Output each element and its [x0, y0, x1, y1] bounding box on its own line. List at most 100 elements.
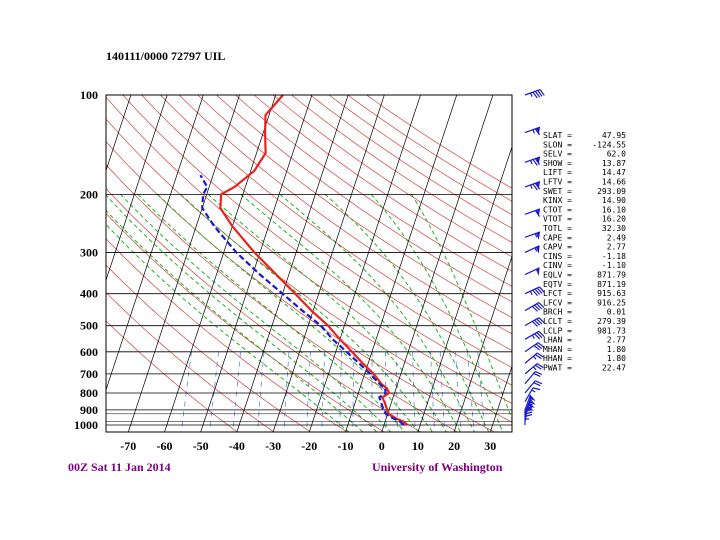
moist-adiabat: [324, 193, 490, 432]
isotherm: [0, 95, 95, 432]
isotherms: [0, 95, 512, 432]
index-value: 871.79: [597, 271, 626, 280]
isotherm: [272, 95, 385, 432]
dry-adiabat: [272, 95, 512, 258]
pressure-label-100: 100: [80, 88, 98, 102]
index-value: -1.18: [602, 252, 626, 261]
wind-barb: [524, 363, 544, 375]
dry-adiabat: [106, 212, 385, 432]
wind-barb: [524, 342, 545, 353]
dry-adiabat: [106, 238, 348, 432]
pressure-label-200: 200: [80, 187, 98, 201]
index-label: TOTL =: [543, 224, 572, 233]
wind-barb: [524, 406, 533, 426]
dry-adiabat: [197, 95, 512, 319]
temp-label: -30: [265, 439, 281, 453]
index-value: 915.63: [597, 289, 626, 298]
index-label: CAPV =: [543, 243, 572, 252]
isotherm: [106, 95, 132, 172]
dry-adiabat: [235, 95, 512, 287]
isotherm: [236, 95, 349, 432]
isotherm: [106, 95, 204, 391]
isotherm: [345, 95, 458, 432]
mixing-ratio-line: [257, 351, 265, 432]
temp-label: -20: [301, 439, 317, 453]
index-value: 1.80: [607, 345, 626, 354]
index-value: 2.49: [607, 233, 626, 242]
temp-label: 0: [379, 439, 385, 453]
pressure-label-800: 800: [80, 386, 98, 400]
dry-adiabat: [106, 264, 311, 432]
dry-adiabat: [106, 164, 458, 432]
dry-adiabat: [141, 95, 512, 368]
index-label: LFCT =: [543, 289, 572, 298]
mixing-ratio-line: [477, 351, 486, 432]
index-value: 16.10: [602, 205, 626, 214]
moist-adiabat: [240, 193, 462, 432]
wind-barb: [524, 208, 541, 217]
pressure-label-300: 300: [80, 245, 98, 259]
index-label: CAPE =: [543, 233, 572, 242]
moist-adiabat: [180, 193, 434, 432]
index-label: VTOT =: [543, 215, 572, 224]
index-value: 279.39: [597, 317, 626, 326]
pressure-label-600: 600: [80, 345, 98, 359]
wind-barbs: [524, 88, 545, 426]
index-label: CINS =: [543, 252, 572, 261]
dry-adiabat: [122, 95, 512, 386]
index-label: SLON =: [543, 140, 572, 149]
wind-barb: [524, 180, 541, 191]
chart-title: 140111/0000 72797 UIL: [106, 49, 225, 63]
index-value: 14.66: [602, 178, 626, 187]
moist-adiabat: [370, 193, 504, 432]
plot-frame: [105, 94, 513, 433]
index-label: KINX =: [543, 196, 572, 205]
index-label: MHAN =: [543, 345, 572, 354]
mixing-ratio-line: [412, 351, 416, 432]
index-label: LCLT =: [543, 317, 572, 326]
isotherm: [308, 95, 421, 432]
wind-barb: [524, 286, 545, 296]
index-value: 14.90: [602, 196, 626, 205]
index-value: -1.10: [602, 261, 626, 270]
temp-label: -60: [156, 439, 172, 453]
moist-adiabat: [120, 193, 392, 432]
temp-label: 30: [484, 439, 496, 453]
mixing-ratio-line: [232, 351, 241, 432]
index-value: 47.95: [602, 131, 626, 140]
index-value: 293.09: [597, 187, 626, 196]
index-value: 22.47: [602, 364, 626, 373]
moist-adiabat: [137, 193, 406, 432]
isotherm: [381, 95, 494, 432]
moist-adiabat: [106, 194, 378, 432]
wind-barb: [524, 380, 543, 394]
index-label: LFTV =: [543, 178, 572, 187]
temp-label: 20: [448, 439, 460, 453]
index-label: BRCH =: [543, 308, 572, 317]
index-label: LHAN =: [543, 336, 572, 345]
mixing-ratio-line: [439, 351, 446, 432]
wind-barb: [524, 370, 543, 385]
isotherm: [0, 95, 59, 432]
index-label: LIFT =: [543, 168, 572, 177]
wind-barb: [524, 317, 545, 327]
moist-adiabat: [106, 209, 364, 432]
isotherm: [489, 365, 512, 432]
isotherm: [127, 95, 240, 432]
isotherm: [164, 95, 277, 432]
index-label: EQTV =: [543, 280, 572, 289]
wind-barb: [524, 267, 540, 276]
mixing-ratio-line: [306, 351, 311, 432]
wind-barb: [524, 126, 541, 136]
pressure-label-500: 500: [80, 319, 98, 333]
isotherm: [200, 95, 313, 432]
dry-adiabat: [106, 141, 495, 432]
mixing-ratio-line: [180, 351, 192, 432]
index-label: SWET =: [543, 187, 572, 196]
index-value: 871.19: [597, 280, 626, 289]
isotherm: [417, 145, 512, 432]
temp-label: -40: [229, 439, 245, 453]
temp-label: -70: [120, 439, 136, 453]
sounding-profiles: [199, 95, 409, 426]
wind-barb: [524, 394, 536, 411]
